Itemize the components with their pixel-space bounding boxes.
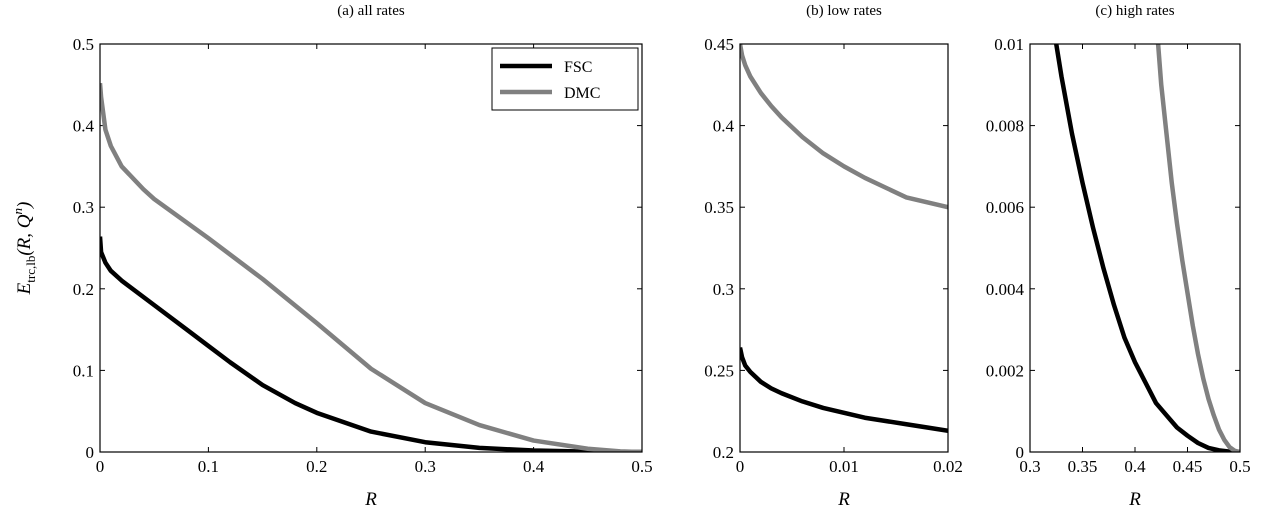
x-tick-label: 0.01 xyxy=(829,457,859,476)
y-tick-label: 0.008 xyxy=(986,117,1024,136)
x-tick-label: 0.5 xyxy=(1229,457,1250,476)
y-tick-label: 0.45 xyxy=(704,35,734,54)
x-tick-label: 0.35 xyxy=(1068,457,1098,476)
x-tick-label: 0.4 xyxy=(523,457,545,476)
x-tick-label: 0.5 xyxy=(631,457,652,476)
y-axis-label: Etrc,lb(R, Qn) xyxy=(10,202,38,296)
legend: FSC DMC xyxy=(491,47,639,111)
legend-label-fsc: FSC xyxy=(564,59,592,76)
series-line-dmc xyxy=(740,44,948,210)
x-tick-label: 0.2 xyxy=(306,457,327,476)
y-tick-label: 0.3 xyxy=(73,198,94,217)
x-tick-label: 0.1 xyxy=(198,457,219,476)
y-tick-label: 0.2 xyxy=(713,443,734,462)
y-tick-label: 0.4 xyxy=(73,117,95,136)
y-tick-label: 0.1 xyxy=(73,361,94,380)
y-axis-label-superscript: n xyxy=(10,208,25,215)
x-axis-label: R xyxy=(364,489,377,510)
legend-box xyxy=(491,47,639,111)
panel-high-rates: (c) high rates 0.3 0.35 0.4 0.45 0.5 0 0.002 0.0… xyxy=(986,3,1251,510)
plot-frame xyxy=(739,43,949,453)
x-tick-label: 0 xyxy=(736,457,745,476)
y-tick-label: 0.25 xyxy=(704,361,734,380)
x-tick-label: 0 xyxy=(96,457,105,476)
y-axis-label-close: ) xyxy=(14,202,35,209)
series-line-fsc xyxy=(100,236,642,452)
y-tick-label: 0.5 xyxy=(73,35,94,54)
chart-title: (c) high rates xyxy=(1095,3,1174,19)
y-tick-label: 0.006 xyxy=(986,198,1024,217)
x-tick-label: 0.3 xyxy=(415,457,436,476)
plot-frame xyxy=(99,43,643,453)
y-tick-label: 0.3 xyxy=(713,280,734,299)
x-axis-label: R xyxy=(837,489,850,510)
series-line-dmc xyxy=(100,82,642,452)
series-line-dmc xyxy=(1155,44,1240,452)
y-tick-label: 0.35 xyxy=(704,198,734,217)
plot-frame xyxy=(1029,43,1241,453)
panel-low-rates: (b) low rates 0 0.01 0.02 0.2 0.25 0.3 0.35 0.4 0… xyxy=(704,3,963,510)
y-tick-label: 0 xyxy=(1016,443,1025,462)
y-tick-label: 0.002 xyxy=(986,361,1024,380)
chart-title: (a) all rates xyxy=(337,3,405,19)
x-tick-label: 0.4 xyxy=(1124,457,1146,476)
y-tick-label: 0.2 xyxy=(73,280,94,299)
y-axis-label-args: (R, Q xyxy=(14,214,35,255)
y-tick-label: 0.004 xyxy=(986,280,1025,299)
chart-title: (b) low rates xyxy=(806,3,882,19)
x-axis-label: R xyxy=(1128,489,1141,510)
panel-all-rates: (a) all rates 0 0.1 0.2 0.3 0.4 0.5 0 0.1 0.2 0.3 0… xyxy=(10,3,653,510)
x-tick-label: 0.3 xyxy=(1019,457,1040,476)
series-line-fsc xyxy=(1054,44,1240,452)
y-tick-label: 0.4 xyxy=(713,117,735,136)
x-tick-label: 0.45 xyxy=(1173,457,1203,476)
y-tick-label: 0.01 xyxy=(994,35,1024,54)
series-line-fsc xyxy=(740,347,948,434)
legend-label-dmc: DMC xyxy=(564,85,600,102)
y-axis-label-subscript: trc,lb xyxy=(23,256,38,283)
x-tick-label: 0.02 xyxy=(933,457,963,476)
y-axis-label-main: E xyxy=(14,282,35,295)
y-tick-label: 0 xyxy=(86,443,95,462)
